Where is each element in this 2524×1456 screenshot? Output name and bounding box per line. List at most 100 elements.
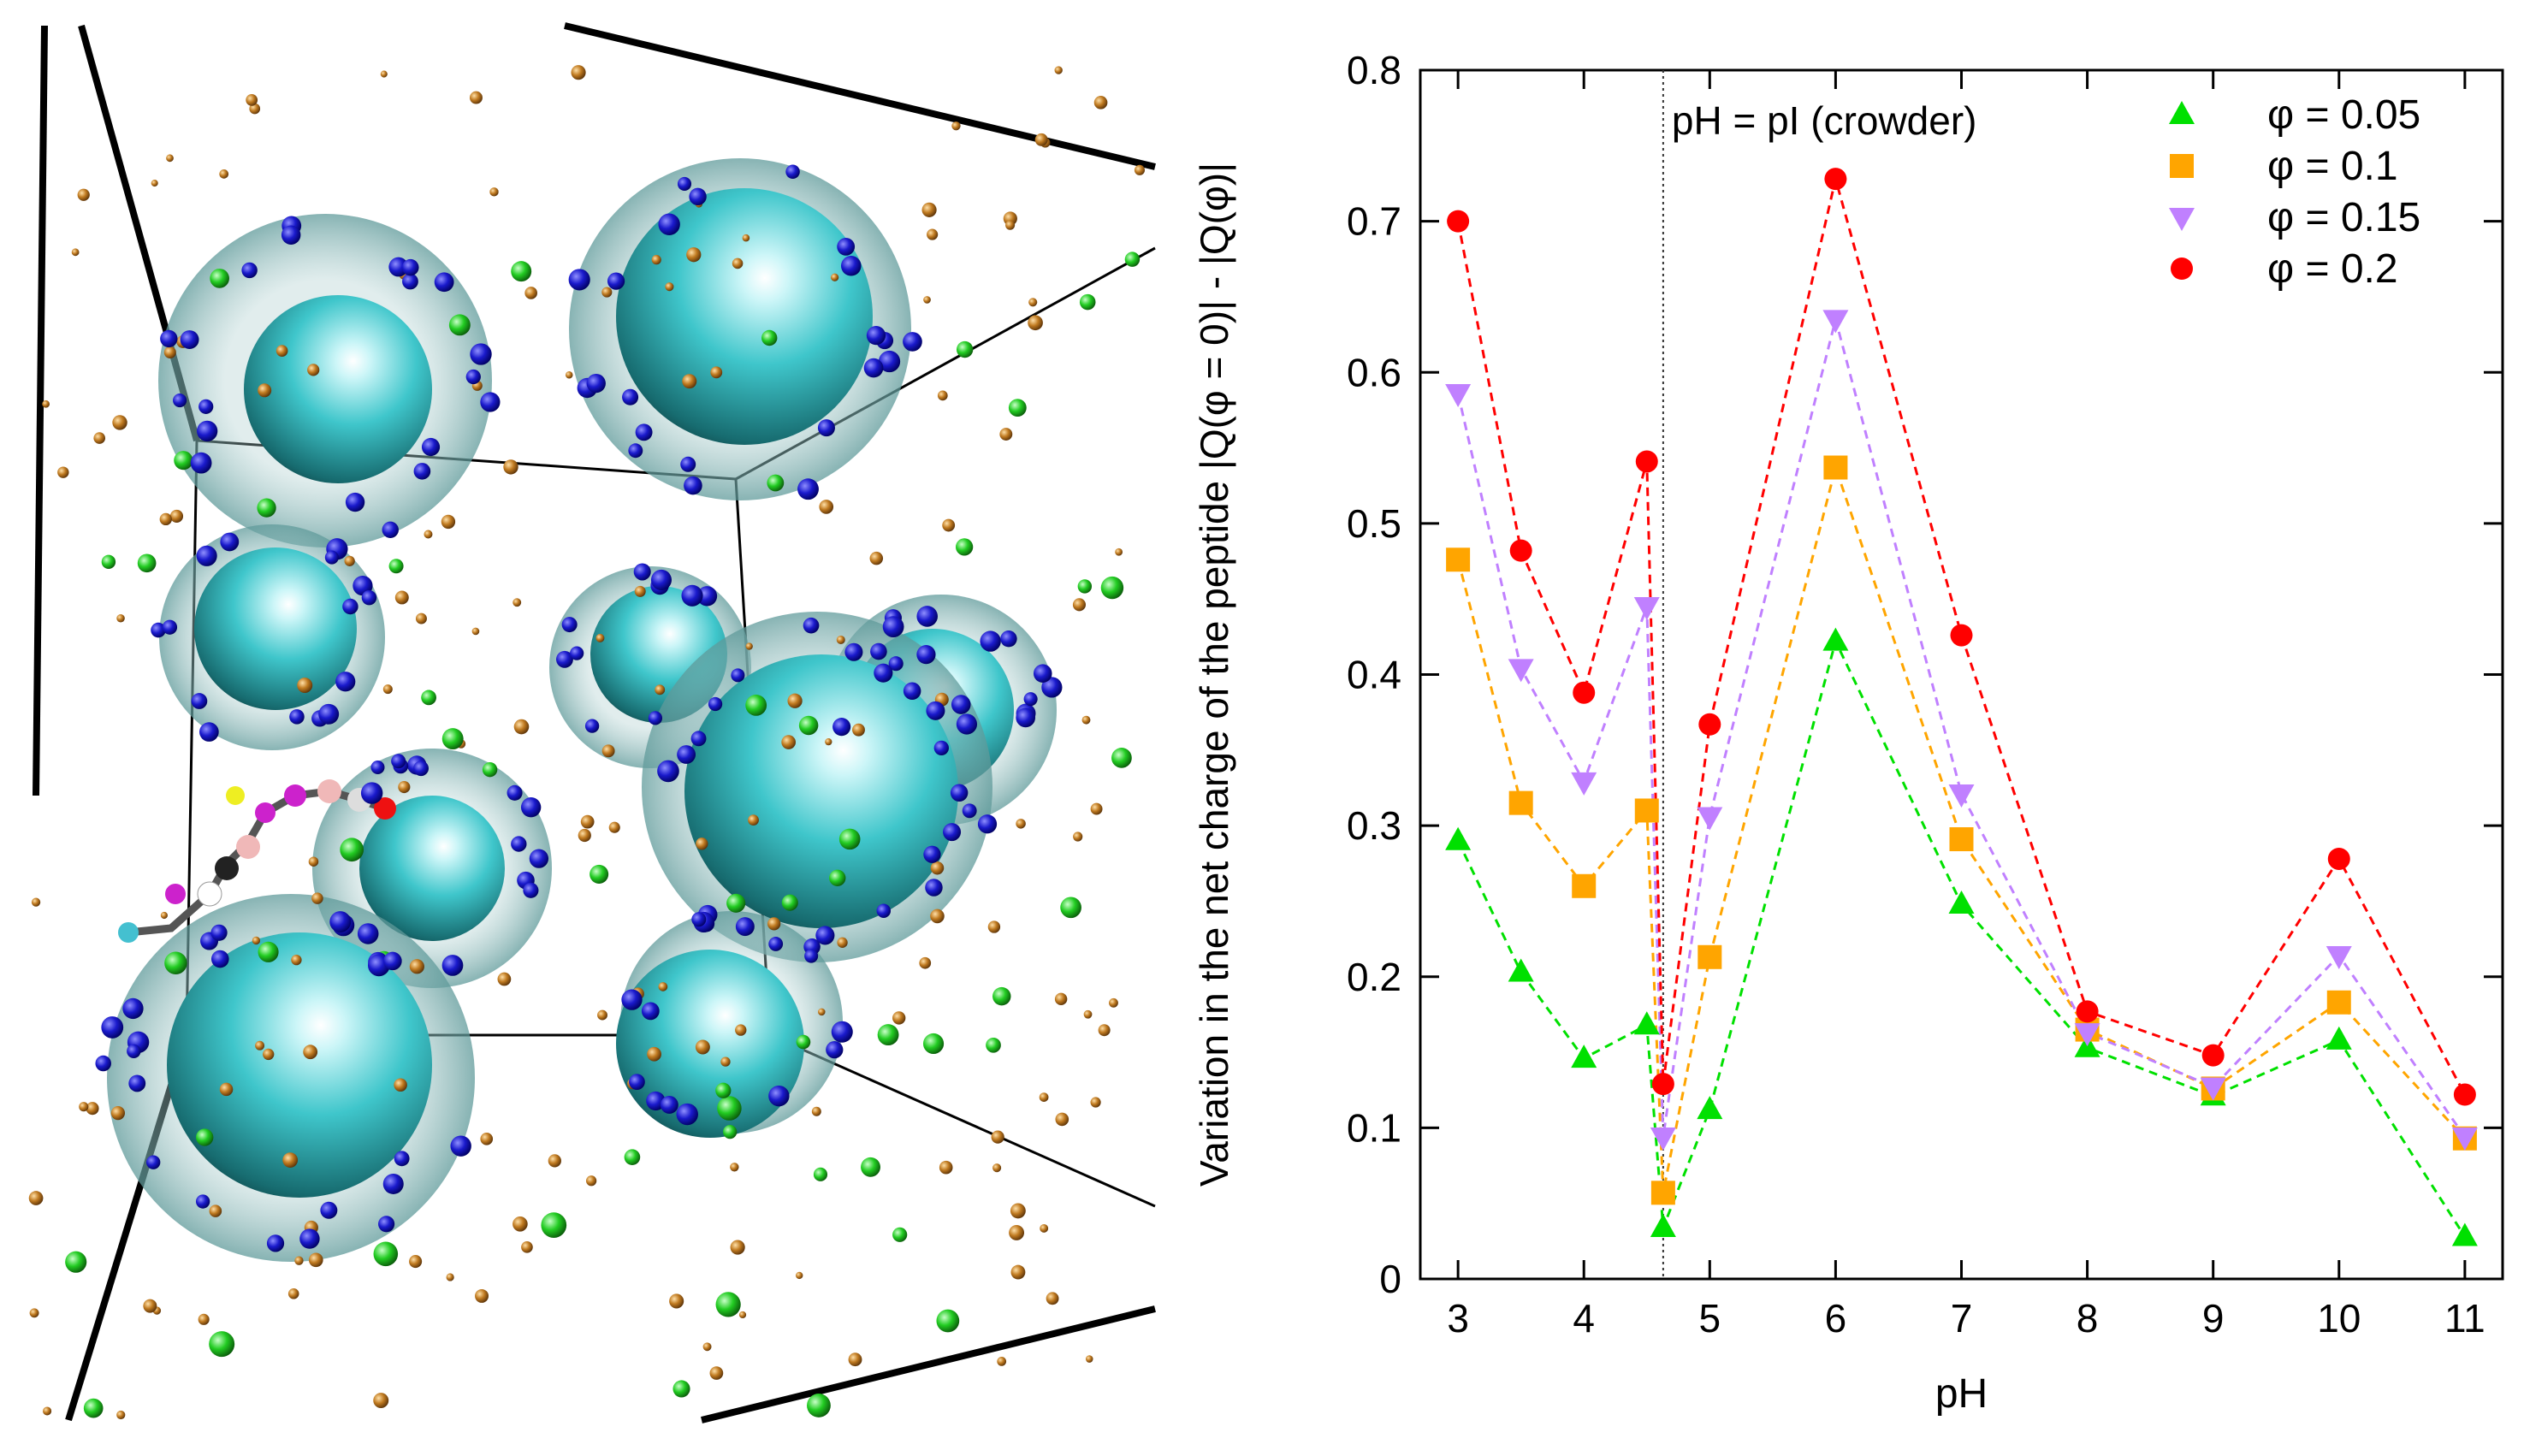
x-tick-label: 8 xyxy=(2077,1296,2099,1341)
ion-particle xyxy=(863,358,884,378)
ion-particle xyxy=(511,261,532,282)
ion-particle xyxy=(1079,293,1096,311)
ion-particle xyxy=(128,1074,146,1092)
ion-particle xyxy=(219,169,229,179)
ion-particle xyxy=(658,982,668,991)
ion-particle xyxy=(169,509,184,523)
ion-particle xyxy=(991,1130,1004,1144)
ion-particle xyxy=(628,443,643,459)
data-point-series-3 xyxy=(1698,713,1721,736)
ion-particle xyxy=(936,1309,960,1333)
ion-particle xyxy=(95,1055,111,1072)
ion-particle xyxy=(489,187,499,197)
ion-particle xyxy=(71,248,80,257)
ion-particle xyxy=(361,589,377,606)
ion-particle xyxy=(263,1048,275,1061)
ion-particle xyxy=(709,1366,724,1380)
data-point-series-2 xyxy=(1508,659,1534,683)
ion-particle xyxy=(658,213,680,235)
ion-particle xyxy=(1055,1112,1069,1127)
ion-particle xyxy=(29,1308,39,1318)
ion-particle xyxy=(717,1096,742,1121)
ion-particle xyxy=(219,1082,234,1097)
ion-particle xyxy=(370,760,385,774)
ion-particle xyxy=(1085,1355,1093,1363)
ion-particle xyxy=(732,257,744,269)
ion-particle xyxy=(360,782,383,804)
ion-particle xyxy=(951,121,961,131)
ion-particle xyxy=(409,959,424,974)
ion-particle xyxy=(282,1152,299,1168)
ion-particle xyxy=(669,1293,684,1309)
ion-particle xyxy=(291,954,302,966)
peptide-atoms xyxy=(118,779,396,943)
ion-particle xyxy=(950,784,969,802)
ion-particle xyxy=(388,559,404,574)
ion-particle xyxy=(191,693,208,709)
ion-particle xyxy=(677,176,692,191)
ion-particle xyxy=(190,452,212,474)
ion-particle xyxy=(287,1287,299,1299)
ion-particle xyxy=(1010,1264,1026,1280)
ion-particle xyxy=(210,950,229,968)
x-tick-label: 5 xyxy=(1699,1296,1721,1341)
ion-particle xyxy=(394,1078,407,1092)
ion-particle xyxy=(651,255,661,265)
ion-particle xyxy=(1100,576,1124,600)
ion-particle xyxy=(647,1046,661,1062)
series-markers xyxy=(1445,168,2478,1246)
ion-particle xyxy=(83,1398,104,1418)
data-point-series-2 xyxy=(1697,807,1723,831)
ion-particle xyxy=(1005,220,1016,230)
ion-particle xyxy=(648,711,663,725)
ion-particle xyxy=(548,1154,561,1168)
ion-particle xyxy=(768,937,784,951)
ion-particle xyxy=(137,553,157,573)
ion-particle xyxy=(391,754,406,769)
data-point-series-0 xyxy=(1445,826,1472,850)
ion-particle xyxy=(585,1175,597,1187)
ion-particle xyxy=(665,282,674,292)
ion-particle xyxy=(874,663,893,683)
y-tick-label: 0.4 xyxy=(1347,653,1401,697)
ion-particle xyxy=(836,635,845,644)
ion-particle xyxy=(951,695,971,714)
ion-particle xyxy=(930,861,945,875)
ion-particle xyxy=(1093,96,1108,109)
legend-label-0: φ = 0.05 xyxy=(2267,92,2420,138)
ion-particle xyxy=(511,836,527,852)
ion-particle xyxy=(164,951,187,975)
ion-particle xyxy=(956,340,974,358)
data-point-series-2 xyxy=(1948,784,1975,808)
ion-particle xyxy=(1028,298,1038,307)
ion-particle xyxy=(601,744,615,758)
ion-particle xyxy=(986,1037,1001,1053)
ion-particle xyxy=(520,796,542,818)
ion-particle xyxy=(1033,664,1052,683)
ion-particle xyxy=(1072,598,1086,612)
ion-particle xyxy=(471,627,480,636)
ion-particle xyxy=(655,684,666,695)
data-point-series-2 xyxy=(1633,597,1660,621)
x-tick-label: 7 xyxy=(1951,1296,1973,1341)
y-tick-label: 0.1 xyxy=(1347,1105,1401,1150)
ion-particle xyxy=(160,911,168,920)
ion-particle xyxy=(77,188,90,201)
ion-particle xyxy=(180,330,199,350)
ion-particle xyxy=(825,737,832,746)
ion-particle xyxy=(383,951,402,971)
ion-particle xyxy=(421,437,441,457)
data-point-series-3 xyxy=(1573,681,1596,704)
ion-particle xyxy=(299,1228,320,1249)
data-point-series-3 xyxy=(1635,450,1658,473)
ion-particle xyxy=(1134,164,1146,175)
ion-particle xyxy=(1077,579,1093,594)
ion-particle xyxy=(561,617,578,633)
ion-particle xyxy=(195,1194,210,1209)
ion-particle xyxy=(930,909,945,924)
ion-particle xyxy=(394,1151,410,1167)
ion-particle xyxy=(1124,252,1141,267)
ion-particle xyxy=(586,373,606,394)
ion-particle xyxy=(1115,547,1123,556)
ion-particle xyxy=(690,731,707,747)
